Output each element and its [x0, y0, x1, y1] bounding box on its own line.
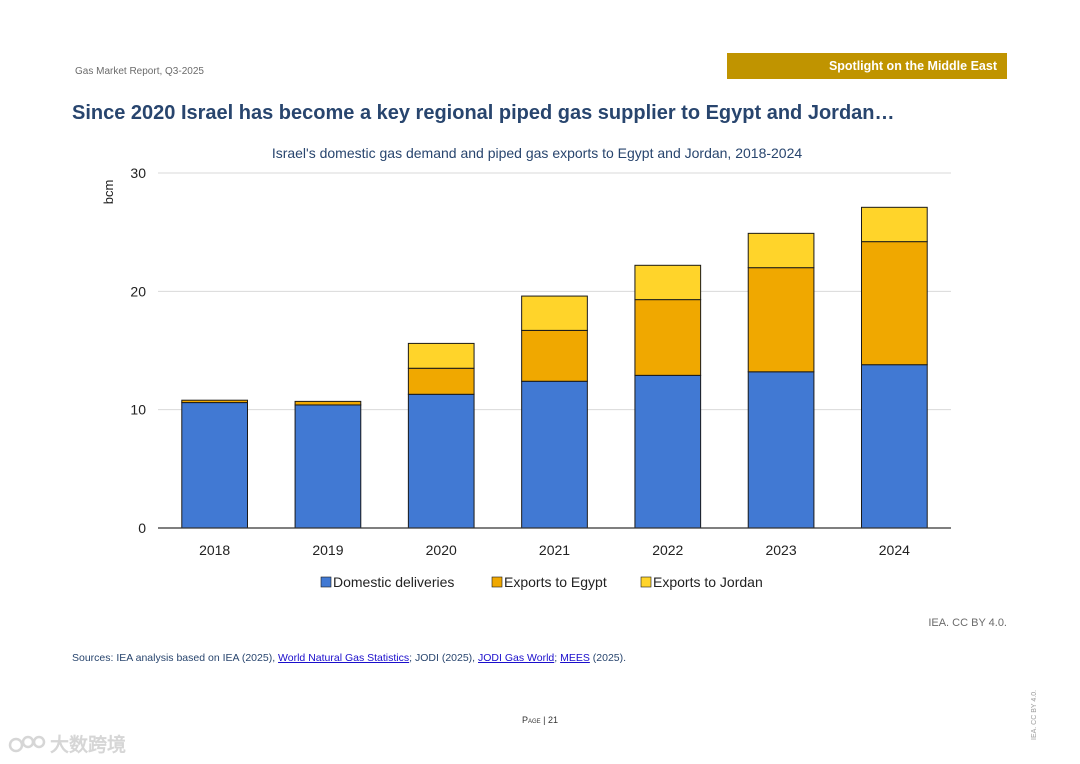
- page-title: Since 2020 Israel has become a key regio…: [72, 102, 895, 124]
- axis-layer: 0 10 20 30 2018 2019 2020 2021 2022 2023 2024: [130, 165, 951, 558]
- sources-note: Sources: IEA analysis based on IEA (2025…: [72, 652, 626, 664]
- bar-2022-domestic-deliveries: [634, 374, 702, 529]
- x-tick-label: 2019: [312, 542, 343, 558]
- bar-2019-exports-to-egypt: [294, 400, 362, 406]
- page-number-value: 21: [548, 715, 559, 725]
- watermark-logo-icon: [8, 735, 46, 752]
- x-tick-label: 2018: [199, 542, 230, 558]
- sources-prefix: Sources: IEA analysis based on IEA (2025…: [72, 652, 279, 664]
- legend-swatch-exports-to-jordan: [640, 576, 652, 588]
- bar-2024-exports-to-egypt: [861, 241, 928, 366]
- x-tick-label: 2023: [765, 542, 796, 558]
- bar-2019-domestic-deliveries: [294, 404, 362, 529]
- bar-2024-domestic-deliveries: [861, 364, 928, 529]
- bar-2020-domestic-deliveries: [407, 393, 475, 529]
- page-separator: |: [540, 715, 548, 725]
- jodi-gas-world-link[interactable]: JODI Gas World: [478, 652, 555, 664]
- bar-2021-exports-to-egypt: [521, 329, 588, 382]
- legend-label: Exports to Egypt: [504, 574, 607, 590]
- y-tick-label: 0: [138, 520, 146, 536]
- bar-2018-exports-to-egypt: [181, 399, 248, 404]
- bar-2021-domestic-deliveries: [521, 380, 588, 529]
- world-natural-gas-statistics-link[interactable]: World Natural Gas Statistics: [278, 652, 410, 664]
- bar-2022-exports-to-jordan: [634, 264, 702, 301]
- bar-2024-exports-to-jordan: [861, 206, 928, 243]
- y-tick-label: 10: [130, 402, 146, 418]
- page-number: Page | 21: [0, 715, 1080, 725]
- section-banner: Spotlight on the Middle East: [727, 53, 1007, 79]
- bar-2022-exports-to-egypt: [634, 299, 702, 376]
- watermark-text: 大数跨境: [50, 735, 127, 756]
- legend-label: Domestic deliveries: [333, 574, 454, 590]
- sources-mid-1: ; JODI (2025),: [409, 652, 479, 664]
- x-tick-label: 2022: [652, 542, 683, 558]
- bar-2021-exports-to-jordan: [521, 295, 588, 331]
- chart-credit: IEA. CC BY 4.0.: [928, 617, 1007, 629]
- bar-2023-exports-to-egypt: [747, 267, 815, 373]
- report-name: Gas Market Report, Q3-2025: [75, 66, 204, 77]
- legend-swatch-exports-to-egypt: [491, 576, 503, 588]
- legend-swatch-domestic-deliveries: [320, 576, 332, 588]
- legend-label: Exports to Jordan: [653, 574, 763, 590]
- sources-mid-2: ;: [554, 652, 561, 664]
- chart-title: Israel's domestic gas demand and piped g…: [272, 145, 803, 161]
- bar-2023-exports-to-jordan: [747, 232, 815, 269]
- page-label: Page: [521, 715, 541, 725]
- mees-link[interactable]: MEES: [560, 652, 590, 664]
- x-tick-label: 2021: [539, 542, 570, 558]
- y-tick-label: 30: [130, 165, 146, 181]
- y-axis-label: bcm: [101, 180, 116, 205]
- y-tick-label: 20: [130, 283, 146, 299]
- bar-2018-domestic-deliveries: [181, 402, 248, 529]
- bar-2020-exports-to-egypt: [407, 367, 475, 395]
- x-tick-label: 2020: [426, 542, 457, 558]
- gas-chart: Israel's domestic gas demand and piped g…: [101, 145, 951, 590]
- side-credit: IEA. CC BY 4.0.: [1031, 689, 1038, 740]
- legend: Domestic deliveries Exports to Egypt Expor…: [320, 574, 763, 590]
- bars-layer: [181, 206, 928, 529]
- bar-2023-domestic-deliveries: [747, 371, 815, 529]
- watermark: 大数跨境: [8, 730, 126, 757]
- x-tick-label: 2024: [879, 542, 910, 558]
- bar-2020-exports-to-jordan: [407, 342, 475, 369]
- sources-suffix: (2025).: [589, 652, 627, 664]
